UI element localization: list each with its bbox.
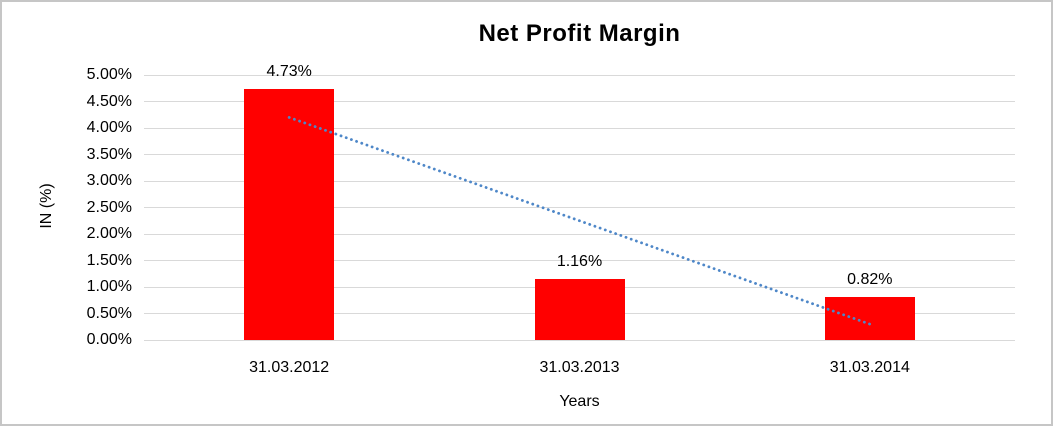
bar: [824, 296, 915, 340]
bar: [534, 278, 625, 340]
x-axis-title: Years: [559, 393, 600, 410]
bar-value-label: 0.82%: [847, 270, 893, 288]
x-tick-label: 31.03.2013: [539, 359, 620, 376]
y-tick-label: 2.50%: [86, 198, 132, 216]
bar: [244, 89, 335, 340]
y-tick-label: 1.00%: [86, 278, 132, 295]
x-tick-label: 31.03.2012: [249, 359, 330, 376]
y-tick-label: 4.00%: [86, 119, 132, 136]
gridline: [144, 339, 1015, 341]
y-tick-label: 4.50%: [86, 92, 132, 110]
bar-value-label: 4.73%: [266, 63, 312, 81]
gridline: [144, 74, 1015, 76]
gridline: [144, 101, 1015, 102]
y-tick-label: 0.00%: [86, 331, 132, 348]
x-tick-label: 31.03.2014: [829, 359, 910, 376]
y-tick-label: 1.50%: [86, 251, 132, 269]
y-tick-label: 2.00%: [86, 225, 132, 242]
y-tick-label: 5.00%: [86, 66, 132, 83]
bar-value-label: 1.16%: [556, 252, 603, 270]
y-tick-label: 3.00%: [86, 172, 132, 189]
chart-title: Net Profit Margin: [478, 20, 681, 47]
y-tick-label: 0.50%: [86, 304, 132, 322]
y-tick-label: 3.50%: [86, 145, 132, 163]
